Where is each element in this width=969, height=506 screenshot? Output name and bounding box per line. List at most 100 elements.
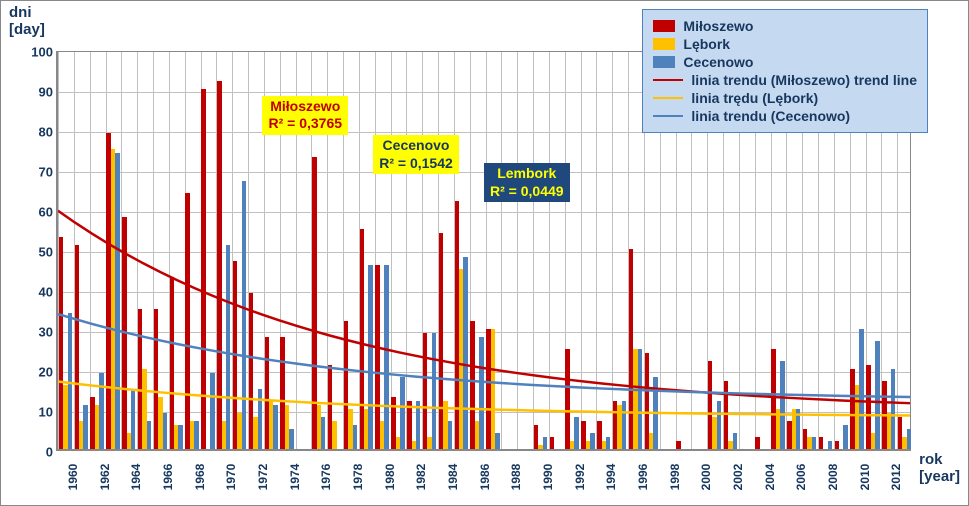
bar-Cecenowo [400, 377, 404, 449]
bar-Cecenowo [131, 389, 135, 449]
bar-Miłoszewo [201, 89, 205, 449]
r2-annotation: MiłoszewoR² = 0,3765 [262, 96, 348, 135]
x-tick-label: 2006 [794, 464, 808, 491]
bar-Miłoszewo [755, 437, 759, 449]
bar-Cecenowo [384, 265, 388, 449]
bar-Miłoszewo [217, 81, 221, 449]
bar-Cecenowo [83, 405, 87, 449]
gridline-v [391, 52, 392, 449]
bar-Cecenowo [733, 433, 737, 449]
legend-swatch [653, 56, 675, 68]
chart-container: dni[day] 0102030405060708090100196019621… [0, 0, 969, 506]
bar-Miłoszewo [122, 217, 126, 449]
bar-Cecenowo [717, 401, 721, 449]
legend-label: Miłoszewo [683, 18, 753, 34]
bar-Cecenowo [463, 257, 467, 449]
y-tick-label: 80 [23, 125, 53, 140]
bar-Cecenowo [147, 421, 151, 449]
legend-label: linia trendu (Cecenowo) [691, 108, 850, 124]
y-tick-label: 20 [23, 365, 53, 380]
bar-Cecenowo [242, 181, 246, 449]
bar-Cecenowo [622, 401, 626, 449]
gridline-v [517, 52, 518, 449]
x-tick-label: 1982 [414, 464, 428, 491]
x-tick-label: 1974 [288, 464, 302, 491]
x-tick-label: 1964 [129, 464, 143, 491]
bar-Cecenowo [289, 429, 293, 449]
x-tick-label: 1970 [224, 464, 238, 491]
bar-Cecenowo [353, 425, 357, 449]
legend-label: Lębork [683, 36, 730, 52]
x-tick-label: 1962 [98, 464, 112, 491]
bar-Miłoszewo [550, 437, 554, 449]
gridline-v [549, 52, 550, 449]
bar-Cecenowo [796, 409, 800, 449]
y-tick-label: 40 [23, 285, 53, 300]
bar-Cecenowo [780, 361, 784, 449]
bar-Cecenowo [68, 313, 72, 449]
legend-item: Lębork [653, 36, 917, 52]
x-tick-label: 1968 [193, 464, 207, 491]
bar-Cecenowo [321, 417, 325, 449]
y-tick-label: 70 [23, 165, 53, 180]
bar-Miłoszewo [835, 441, 839, 449]
y-tick-label: 100 [23, 45, 53, 60]
x-tick-label: 1978 [351, 464, 365, 491]
legend-label: Cecenowo [683, 54, 753, 70]
bar-Cecenowo [812, 437, 816, 449]
bar-Miłoszewo [819, 437, 823, 449]
bar-Cecenowo [638, 349, 642, 449]
x-tick-label: 2010 [858, 464, 872, 491]
bar-Cecenowo [99, 373, 103, 449]
x-tick-label: 1992 [573, 464, 587, 491]
bar-Miłoszewo [170, 277, 174, 449]
bar-Cecenowo [859, 329, 863, 449]
legend-item: Miłoszewo [653, 18, 917, 34]
x-tick-label: 1966 [161, 464, 175, 491]
legend-swatch [653, 38, 675, 50]
gridline-v [406, 52, 407, 449]
bar-Cecenowo [574, 417, 578, 449]
x-tick-label: 1960 [66, 464, 80, 491]
bar-Cecenowo [843, 425, 847, 449]
bar-Lębork [491, 329, 495, 449]
legend-swatch [653, 20, 675, 32]
bar-Cecenowo [543, 437, 547, 449]
bar-Miłoszewo [676, 441, 680, 449]
x-tick-label: 2002 [731, 464, 745, 491]
bar-Lębork [332, 421, 336, 449]
legend-item: linia trędu (Lębork) [653, 90, 917, 106]
bar-Cecenowo [479, 337, 483, 449]
gridline-v [90, 52, 91, 449]
y-tick-label: 50 [23, 245, 53, 260]
bar-Miłoszewo [185, 193, 189, 449]
x-tick-label: 1996 [636, 464, 650, 491]
y-tick-label: 60 [23, 205, 53, 220]
bar-Miłoszewo [423, 333, 427, 449]
legend-line-swatch [653, 79, 683, 81]
gridline-v [501, 52, 502, 449]
legend: MiłoszewoLęborkCecenowolinia trendu (Mił… [642, 9, 928, 133]
legend-label: linia trędu (Lębork) [691, 90, 818, 106]
bar-Miłoszewo [75, 245, 79, 449]
bar-Cecenowo [606, 437, 610, 449]
bar-Cecenowo [495, 433, 499, 449]
x-tick-label: 1984 [446, 464, 460, 491]
bar-Miłoszewo [724, 381, 728, 449]
bar-Cecenowo [875, 341, 879, 449]
y-tick-label: 10 [23, 405, 53, 420]
bar-Cecenowo [907, 429, 911, 449]
bar-Cecenowo [163, 413, 167, 449]
x-tick-label: 1998 [668, 464, 682, 491]
legend-line-swatch [653, 115, 683, 117]
bar-Cecenowo [891, 369, 895, 449]
gridline-v [612, 52, 613, 449]
bar-Cecenowo [210, 373, 214, 449]
bar-Cecenowo [653, 377, 657, 449]
x-tick-label: 1988 [509, 464, 523, 491]
y-tick-label: 0 [23, 445, 53, 460]
x-tick-label: 1976 [319, 464, 333, 491]
y-axis-label: dni[day] [9, 5, 45, 38]
x-tick-label: 2008 [826, 464, 840, 491]
bar-Cecenowo [273, 405, 277, 449]
